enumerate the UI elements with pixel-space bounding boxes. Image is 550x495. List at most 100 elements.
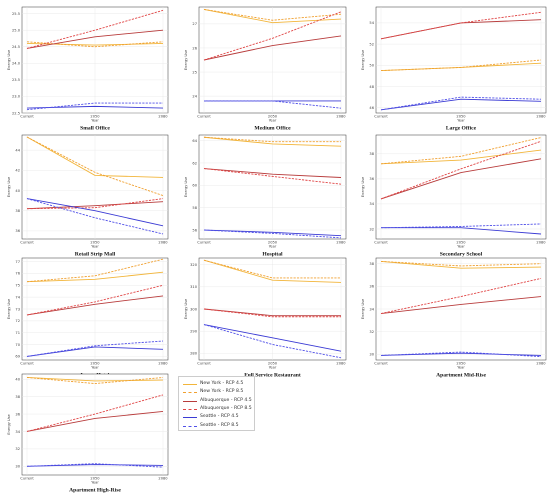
legend: New York - RCP 4.5 New York - RCP 8.5 Albu… <box>178 376 255 431</box>
series-line-0 <box>203 136 342 147</box>
series-line-0 <box>26 42 164 46</box>
legend-swatch <box>183 384 197 385</box>
legend-label: New York - RCP 8.5 <box>200 389 244 395</box>
series-line-0 <box>203 259 342 283</box>
series-line-5 <box>26 102 163 111</box>
x-tick-label: 2080 <box>158 241 168 245</box>
legend-label: Albuquerque - RCP 4.5 <box>200 397 252 403</box>
panel-title: Small Office <box>80 126 110 132</box>
panel-title: Large Office <box>446 126 477 132</box>
y-axis-label: Energy Use <box>361 176 365 197</box>
panel-title: Apartment Mid-Rise <box>436 373 486 379</box>
y-tick-label: 40 <box>15 378 20 382</box>
chart-panel-9: 30 32 34 36 38 40 Current 2050 2080 Year Energy Us… <box>7 373 168 494</box>
series-line-5 <box>204 100 342 109</box>
x-tick-label: Current <box>20 362 34 366</box>
y-tick-label: 40 <box>15 189 20 193</box>
legend-swatch <box>183 400 197 402</box>
y-tick-label: 290 <box>190 329 198 333</box>
y-tick-label: 38 <box>369 262 374 266</box>
legend-label: Seattle - RCP 8.5 <box>200 422 239 428</box>
y-tick-label: 42 <box>15 169 20 173</box>
series-line-4 <box>26 198 164 227</box>
y-tick-label: 34 <box>369 307 374 311</box>
series-line-3 <box>26 284 164 316</box>
x-tick-label: 2080 <box>536 115 546 119</box>
x-tick-label: Current <box>374 362 388 366</box>
y-tick-label: 48 <box>369 85 374 89</box>
y-tick-label: 46 <box>369 106 374 110</box>
legend-item: Seattle - RCP 8.5 <box>183 422 255 430</box>
y-tick-label: 36 <box>15 229 20 233</box>
series-line-1 <box>380 260 542 267</box>
legend-item: Albuquerque - RCP 8.5 <box>183 405 255 413</box>
y-tick-label: 32 <box>369 227 374 231</box>
series-line-1 <box>203 136 341 143</box>
x-axis-label: Year <box>91 245 99 249</box>
y-tick-label: 72 <box>15 319 20 323</box>
x-tick-label: 2050 <box>268 241 278 245</box>
y-axis-label: Energy Use <box>361 49 365 70</box>
y-tick-label: 62 <box>192 161 197 165</box>
y-axis-label: Energy Use <box>361 298 365 319</box>
y-tick-label: 69 <box>15 355 20 359</box>
y-tick-label: 76 <box>15 272 20 276</box>
series-line-2 <box>380 296 542 314</box>
y-tick-label: 32 <box>15 447 20 451</box>
x-tick-label: Current <box>374 115 388 119</box>
chart-panel-0: 22.5 23.0 23.5 24.0 24.5 25.0 25.5 Current 2050 2… <box>7 6 168 132</box>
y-tick-label: 300 <box>190 307 198 311</box>
series-line-0 <box>380 260 542 269</box>
chart-panel-8: 30 32 34 36 38 Current 2050 2080 Year Energy Use A… <box>361 257 546 379</box>
x-tick-label: Current <box>197 115 211 119</box>
chart-panel-4: 56 58 60 62 64 Current 2050 2080 Year Energy Use H… <box>184 134 346 258</box>
y-tick-label: 73 <box>15 307 20 311</box>
x-tick-label: 2080 <box>158 477 168 481</box>
series-line-4 <box>381 227 542 235</box>
series-line-5 <box>26 340 164 357</box>
panel-title: Retail Strip Mall <box>75 252 116 258</box>
panel-title: Secondary School <box>440 252 483 258</box>
x-tick-label: 2050 <box>456 115 466 119</box>
series-line-0 <box>380 149 542 165</box>
x-axis-label: Year <box>91 481 99 485</box>
y-tick-label: 22.5 <box>12 111 20 115</box>
series-line-4 <box>26 346 164 357</box>
y-tick-label: 54 <box>369 21 374 25</box>
y-tick-label: 58 <box>192 206 197 210</box>
x-axis-label: Year <box>269 245 277 249</box>
series-line-4 <box>26 464 164 467</box>
panel-title: Apartment High-Rise <box>69 488 121 494</box>
legend-label: New York - RCP 4.5 <box>200 381 244 386</box>
x-tick-label: Current <box>374 241 388 245</box>
y-tick-label: 25.0 <box>12 28 21 32</box>
x-axis-label: Year <box>457 366 465 370</box>
series-line-3 <box>203 168 342 185</box>
x-tick-label: Current <box>197 362 211 366</box>
y-tick-label: 34 <box>369 202 374 206</box>
y-tick-label: 34 <box>15 430 20 434</box>
chart-panel-7: 280 290 300 310 320 Current 2050 2080 Year Energy… <box>184 257 346 379</box>
series-line-4 <box>380 98 542 111</box>
y-tick-label: 36 <box>369 285 374 289</box>
y-tick-label: 30 <box>369 353 374 357</box>
chart-panel-6: 69 70 71 72 73 74 75 76 77 Current 2050 2080 Year Ene… <box>7 257 168 379</box>
y-axis-label: Energy Use <box>7 298 11 319</box>
x-tick-label: 2050 <box>268 115 278 119</box>
legend-swatch <box>183 417 197 419</box>
x-tick-label: 2050 <box>90 115 100 119</box>
chart-panel-2: 46 48 50 52 54 Current 2050 2080 Year Energy Use L… <box>361 6 546 132</box>
series-line-1 <box>203 259 341 279</box>
y-tick-label: 30 <box>15 465 20 469</box>
series-line-2 <box>26 410 164 432</box>
x-tick-label: Current <box>20 477 34 481</box>
y-axis-label: Energy Use <box>7 176 11 197</box>
series-line-3 <box>26 198 164 210</box>
series-line-2 <box>380 158 542 200</box>
chart-panel-5: 32 34 36 38 Current 2050 2080 Year Energy Use Sec… <box>361 134 546 258</box>
x-tick-label: 2050 <box>90 477 100 481</box>
series-line-1 <box>203 8 342 21</box>
series-line-2 <box>203 35 342 61</box>
y-tick-label: 56 <box>192 228 197 232</box>
